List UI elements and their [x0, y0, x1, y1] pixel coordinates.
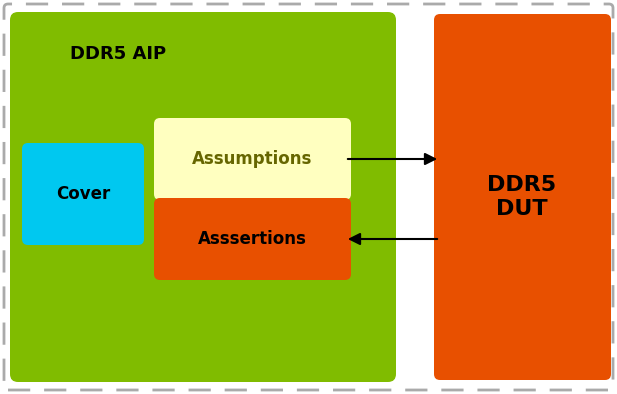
FancyBboxPatch shape: [22, 143, 144, 245]
FancyBboxPatch shape: [10, 12, 396, 382]
Text: Cover: Cover: [56, 185, 110, 203]
FancyBboxPatch shape: [154, 118, 351, 200]
Text: Assumptions: Assumptions: [192, 150, 312, 168]
Text: Asssertions: Asssertions: [197, 230, 307, 248]
Text: DDR5
DUT: DDR5 DUT: [487, 175, 557, 219]
FancyBboxPatch shape: [154, 198, 351, 280]
FancyBboxPatch shape: [434, 14, 611, 380]
Text: DDR5 AIP: DDR5 AIP: [70, 45, 166, 63]
